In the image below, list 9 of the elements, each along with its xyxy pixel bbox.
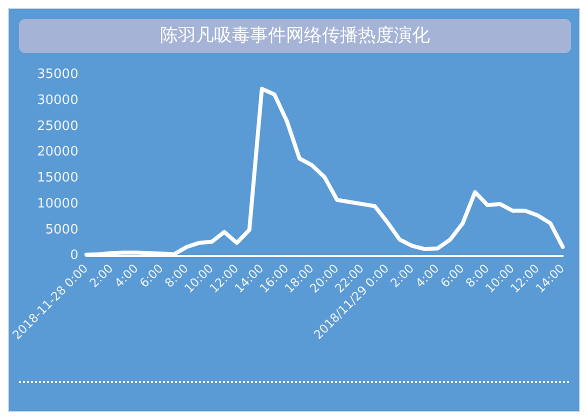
chart-title: 陈羽凡吸毒事件网络传播热度演化 — [19, 19, 571, 53]
y-tick-label: 35000 — [36, 67, 78, 82]
y-tick-label: 10000 — [36, 196, 78, 212]
y-tick-label: 5000 — [45, 222, 78, 238]
y-tick-label: 30000 — [36, 93, 78, 108]
y-tick-label: 0 — [70, 248, 78, 264]
y-tick-label: 25000 — [36, 118, 78, 134]
y-tick-label: 20000 — [36, 144, 78, 160]
y-tick-label: 15000 — [36, 170, 78, 186]
